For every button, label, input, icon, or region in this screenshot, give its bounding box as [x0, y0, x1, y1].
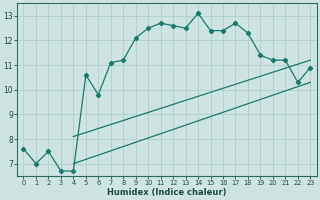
X-axis label: Humidex (Indice chaleur): Humidex (Indice chaleur) [107, 188, 227, 197]
